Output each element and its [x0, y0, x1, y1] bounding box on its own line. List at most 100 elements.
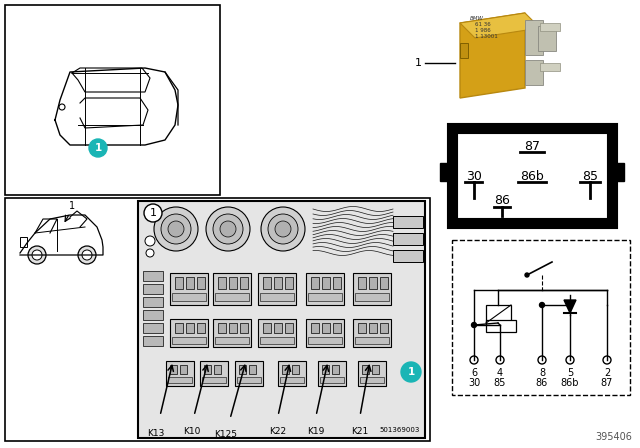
- Bar: [175, 277, 183, 289]
- Bar: [213, 319, 251, 347]
- Text: 86: 86: [536, 378, 548, 388]
- Bar: [362, 365, 369, 374]
- Circle shape: [168, 221, 184, 237]
- Bar: [353, 273, 391, 305]
- Bar: [393, 233, 423, 245]
- Circle shape: [145, 236, 155, 246]
- Circle shape: [59, 104, 65, 110]
- Bar: [170, 319, 208, 347]
- Bar: [204, 365, 211, 374]
- Circle shape: [82, 250, 92, 260]
- Bar: [235, 361, 263, 386]
- Text: 1: 1: [150, 208, 157, 218]
- Text: 30: 30: [466, 169, 482, 182]
- Bar: [218, 323, 226, 333]
- Text: K19: K19: [307, 427, 324, 436]
- Bar: [172, 337, 206, 344]
- Text: 86b: 86b: [520, 169, 544, 182]
- Circle shape: [538, 356, 546, 364]
- Circle shape: [568, 302, 573, 307]
- Bar: [358, 277, 366, 289]
- Bar: [280, 377, 304, 383]
- Bar: [197, 277, 205, 289]
- Bar: [372, 365, 379, 374]
- Text: K125: K125: [214, 430, 237, 439]
- Bar: [440, 163, 452, 181]
- Text: 85: 85: [582, 169, 598, 182]
- Bar: [143, 336, 163, 346]
- Bar: [5, 198, 430, 441]
- Bar: [218, 277, 226, 289]
- Bar: [308, 337, 342, 344]
- Bar: [274, 277, 282, 289]
- Text: 30: 30: [468, 378, 480, 388]
- Bar: [358, 323, 366, 333]
- Bar: [202, 377, 226, 383]
- Bar: [380, 277, 388, 289]
- Circle shape: [525, 273, 529, 277]
- Text: 1 13001: 1 13001: [475, 34, 498, 39]
- Text: 1: 1: [94, 143, 102, 153]
- Text: 86b: 86b: [561, 378, 579, 388]
- Circle shape: [401, 362, 421, 382]
- Bar: [215, 337, 249, 344]
- Bar: [143, 284, 163, 294]
- Bar: [20, 237, 27, 247]
- Bar: [200, 361, 228, 386]
- Circle shape: [32, 250, 42, 260]
- Text: 87: 87: [601, 378, 613, 388]
- Bar: [306, 273, 344, 305]
- Circle shape: [213, 214, 243, 244]
- Circle shape: [496, 356, 504, 364]
- Circle shape: [220, 221, 236, 237]
- Bar: [143, 310, 163, 320]
- Bar: [322, 323, 330, 333]
- Bar: [172, 293, 206, 301]
- Text: 85: 85: [494, 378, 506, 388]
- Bar: [460, 43, 468, 58]
- Circle shape: [268, 214, 298, 244]
- Circle shape: [28, 246, 46, 264]
- Bar: [355, 337, 389, 344]
- Text: K10: K10: [183, 427, 201, 436]
- Bar: [186, 323, 194, 333]
- Bar: [170, 273, 208, 305]
- Text: 8: 8: [539, 368, 545, 378]
- Bar: [166, 361, 194, 386]
- Text: 395406: 395406: [595, 432, 632, 442]
- Bar: [180, 365, 187, 374]
- Text: 1: 1: [415, 58, 422, 68]
- Circle shape: [144, 204, 162, 222]
- Bar: [322, 365, 329, 374]
- Bar: [213, 273, 251, 305]
- Bar: [452, 128, 612, 223]
- Circle shape: [540, 302, 545, 307]
- Text: 87: 87: [524, 139, 540, 152]
- Bar: [358, 361, 386, 386]
- Text: 86: 86: [494, 194, 510, 207]
- Bar: [263, 323, 271, 333]
- Bar: [240, 277, 248, 289]
- Bar: [311, 277, 319, 289]
- Bar: [538, 26, 556, 51]
- Bar: [274, 323, 282, 333]
- Bar: [278, 361, 306, 386]
- Bar: [175, 323, 183, 333]
- Circle shape: [154, 207, 198, 251]
- Bar: [306, 319, 344, 347]
- Text: BMW: BMW: [470, 16, 484, 21]
- Text: 1: 1: [408, 367, 415, 377]
- Circle shape: [472, 323, 477, 327]
- Bar: [285, 277, 293, 289]
- Text: 6: 6: [471, 368, 477, 378]
- Bar: [229, 277, 237, 289]
- Circle shape: [603, 356, 611, 364]
- Bar: [540, 23, 560, 31]
- Bar: [240, 323, 248, 333]
- Text: 61 36: 61 36: [475, 22, 491, 27]
- Bar: [292, 365, 299, 374]
- Bar: [318, 361, 346, 386]
- Circle shape: [275, 221, 291, 237]
- Text: K21: K21: [351, 427, 369, 436]
- Circle shape: [78, 246, 96, 264]
